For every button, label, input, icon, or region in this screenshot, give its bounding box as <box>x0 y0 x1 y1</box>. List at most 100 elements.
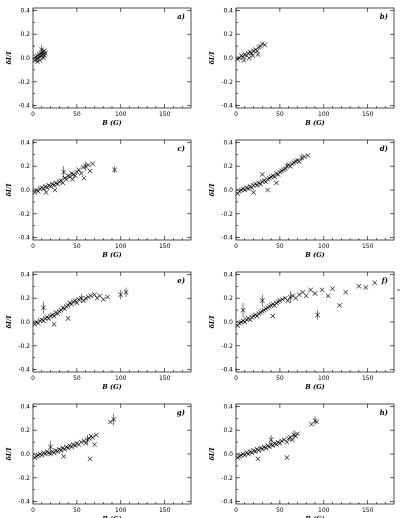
panel-a: -0.4 -0.2 0.0 0.2 0.4 0 50 100 150 B (G) δI/I a) <box>5 7 192 127</box>
data-point <box>81 298 87 303</box>
data-point <box>74 169 80 175</box>
data-point <box>259 446 265 452</box>
x-tick-label: 50 <box>73 111 81 118</box>
data-point <box>51 313 57 319</box>
x-tick-label: 150 <box>159 375 171 382</box>
y-tick-label: 0.2 <box>20 31 30 38</box>
data-point <box>65 445 71 451</box>
data-point <box>254 48 260 54</box>
x-tick-label: 50 <box>276 375 284 382</box>
data-point <box>284 455 290 460</box>
panel-d: -0.4 -0.2 0.0 0.2 0.4 0 50 100 150 B (G) δI/I d) <box>208 139 395 259</box>
data-point <box>245 451 251 457</box>
data-point <box>78 439 84 445</box>
data-point <box>51 321 57 327</box>
data-point <box>83 440 89 446</box>
data-point <box>288 434 293 440</box>
y-tick-label: -0.4 <box>18 235 30 242</box>
data-point <box>111 417 117 422</box>
data-point <box>240 307 246 313</box>
data-point <box>76 296 82 302</box>
panel-label: f) <box>381 276 388 285</box>
data-point <box>246 55 252 61</box>
plot-frame <box>235 139 395 241</box>
y-axis-title: δI/I <box>208 183 216 198</box>
data-point <box>259 172 265 177</box>
data-point <box>277 440 283 446</box>
data-point <box>123 289 129 295</box>
x-tick-label: 100 <box>115 111 127 118</box>
y-tick-label: -0.4 <box>221 367 233 374</box>
y-tick-label: 0.0 <box>223 319 233 326</box>
data-point <box>61 169 67 175</box>
data-point <box>251 189 256 195</box>
data-point <box>93 432 99 438</box>
data-point <box>58 307 64 313</box>
data-point <box>295 431 300 437</box>
x-tick-label: 50 <box>276 243 284 250</box>
y-tick-label: 0.0 <box>223 187 233 194</box>
data-point <box>69 444 75 450</box>
x-tick-label: 0 <box>31 111 35 118</box>
y-tick-label: -0.2 <box>221 343 233 350</box>
data-point <box>302 154 307 160</box>
data-point <box>32 189 38 195</box>
data-point <box>299 155 305 161</box>
data-point <box>76 167 82 173</box>
data-point <box>266 444 272 450</box>
data-point <box>279 438 285 444</box>
y-tick-label: -0.2 <box>18 343 30 350</box>
y-tick-label: 0.0 <box>223 451 233 458</box>
data-point <box>58 448 64 453</box>
data-point <box>100 296 106 302</box>
x-tick-label: 0 <box>31 375 35 382</box>
x-tick-label: 50 <box>73 507 81 514</box>
data-point <box>325 293 331 299</box>
y-tick-label: 0.2 <box>223 31 233 38</box>
y-axis-title: δI/I <box>208 51 216 66</box>
panel-f: -0.4 -0.2 0.0 0.2 0.4 0 50 100 150 B (G) δI/I f) <box>208 271 395 391</box>
data-point <box>72 298 78 303</box>
data-point <box>78 170 84 176</box>
data-point <box>240 54 246 60</box>
data-point <box>48 184 53 189</box>
y-tick-label: 0.0 <box>20 451 30 458</box>
y-tick-label: 0.2 <box>20 427 30 434</box>
plot-frame <box>235 271 395 373</box>
data-point <box>58 178 64 183</box>
data-point <box>241 57 247 63</box>
data-point <box>43 189 49 195</box>
x-axis-title: B (G) <box>304 251 324 259</box>
data-point <box>258 43 263 49</box>
x-tick-label: 100 <box>115 243 127 250</box>
y-tick-label: 0.2 <box>20 295 30 302</box>
panel-e: -0.4 -0.2 0.0 0.2 0.4 0 50 100 150 B (G) δI/I e) <box>5 271 192 391</box>
y-tick-label: 0.0 <box>223 55 233 62</box>
data-point <box>72 443 78 449</box>
panel-b: -0.4 -0.2 0.0 0.2 0.4 0 50 100 150 B (G) δI/I b) <box>208 7 395 127</box>
panel-label: g) <box>177 408 185 417</box>
x-tick-label: 100 <box>115 375 127 382</box>
panel-label: d) <box>380 144 388 153</box>
data-point <box>237 55 242 61</box>
y-tick-label: 0.4 <box>20 271 30 278</box>
data-point <box>51 450 57 456</box>
x-tick-label: 150 <box>362 507 374 514</box>
x-tick-label: 100 <box>318 243 330 250</box>
data-point <box>314 419 320 425</box>
data-point <box>280 296 285 302</box>
data-point <box>268 437 274 443</box>
y-tick-label: -0.4 <box>18 103 30 110</box>
x-tick-label: 100 <box>318 507 330 514</box>
data-point <box>250 53 256 59</box>
y-tick-label: 0.4 <box>223 271 233 278</box>
data-point <box>92 292 97 298</box>
data-point <box>48 451 53 457</box>
data-point <box>80 164 86 170</box>
x-tick-label: 100 <box>318 111 330 118</box>
x-tick-label: 150 <box>159 243 171 250</box>
data-point <box>39 47 45 53</box>
data-point <box>92 442 97 447</box>
data-point <box>65 302 71 308</box>
